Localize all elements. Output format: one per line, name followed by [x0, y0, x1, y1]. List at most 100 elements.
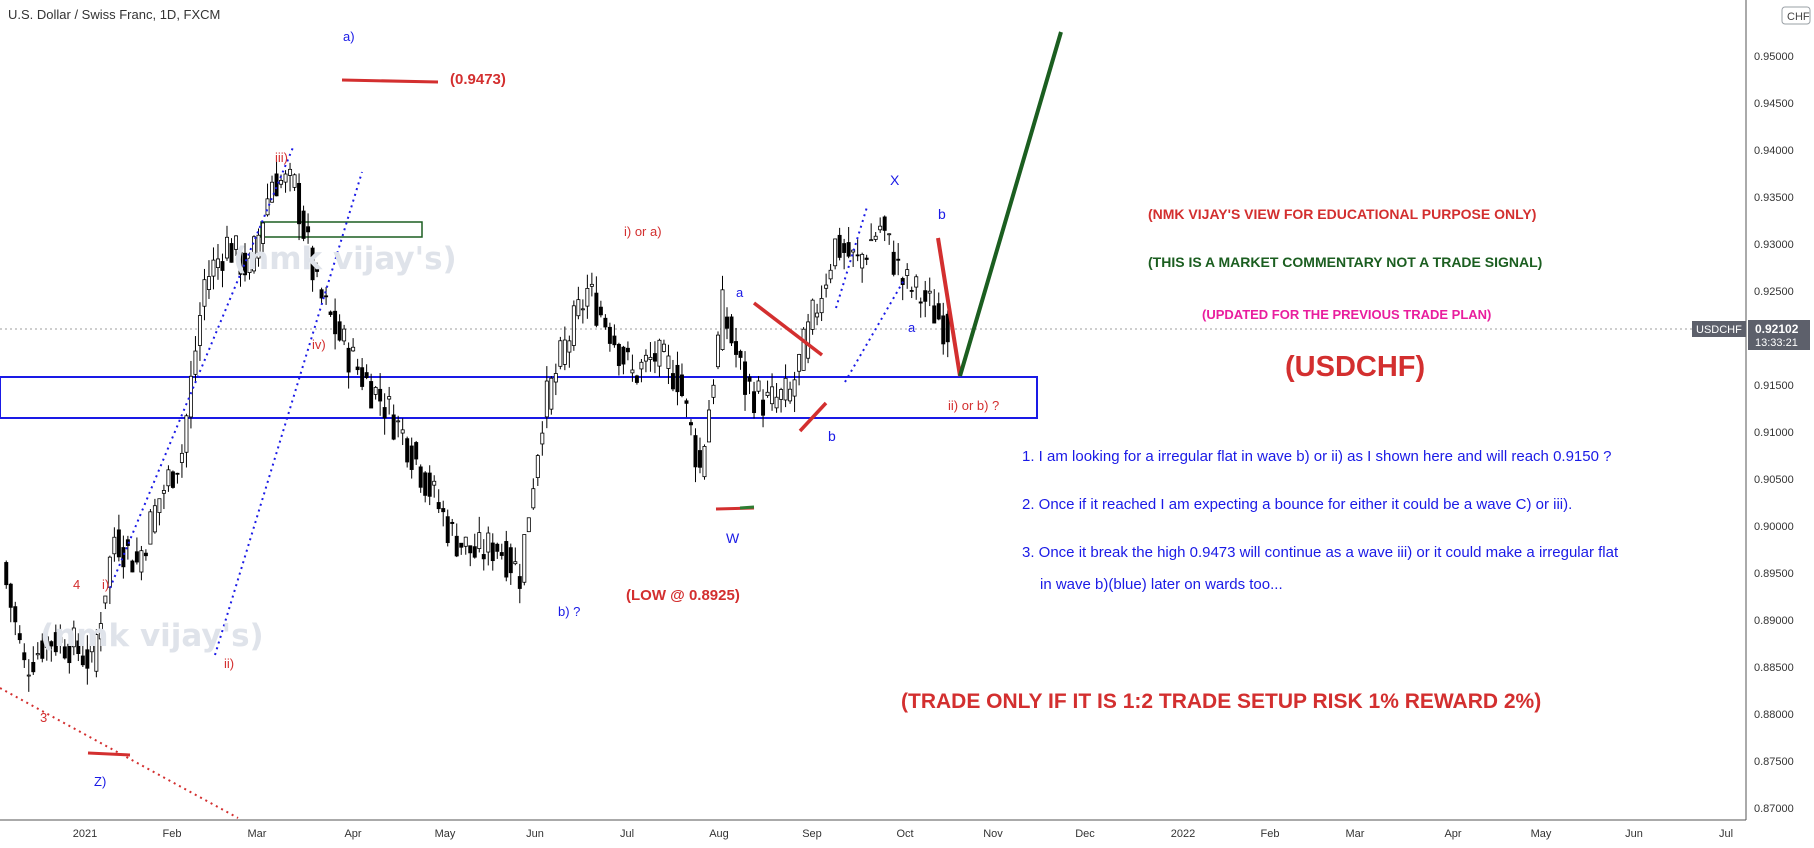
wedge-lower-line	[798, 401, 828, 433]
candle-body	[598, 306, 603, 316]
candle-body	[770, 386, 775, 405]
candle-body	[941, 315, 946, 345]
wave-label: 4	[73, 577, 80, 592]
time-tick-label: Feb	[163, 828, 182, 840]
candle-body	[788, 388, 793, 402]
plan-point-3: 3. Once it break the high 0.9473 will co…	[1022, 544, 1619, 561]
wedge-upper-line	[752, 301, 824, 357]
candle-body	[26, 674, 31, 677]
candle-body	[932, 305, 937, 324]
candle-body	[463, 536, 468, 547]
candle-body	[486, 532, 491, 553]
candle-body	[774, 396, 779, 409]
candle-body	[855, 254, 860, 257]
candle-body	[382, 407, 387, 419]
candle-body	[936, 303, 941, 320]
candle-body	[53, 632, 58, 653]
candle-body	[76, 640, 81, 655]
resistance-zone-box[interactable]	[260, 221, 423, 238]
support-zone-box[interactable]	[0, 376, 1038, 419]
time-tick-label: Aug	[709, 828, 729, 840]
candle-body	[535, 455, 540, 479]
candle-body	[661, 343, 666, 352]
wave-label: a	[908, 320, 916, 335]
candle-body	[702, 445, 707, 478]
watermark-text: (nmk vijay's)	[233, 241, 457, 277]
price-tick-label: 0.94500	[1754, 98, 1794, 110]
currency-badge[interactable]	[1781, 6, 1811, 25]
candle-body	[324, 295, 329, 298]
candle-body	[193, 350, 198, 375]
candle-body	[243, 252, 247, 276]
candle-body	[40, 640, 45, 659]
candle-body	[585, 288, 590, 307]
candle-body	[211, 259, 216, 277]
candle-body	[351, 346, 356, 352]
candle-body	[684, 400, 689, 404]
price-tick-label: 0.91500	[1754, 380, 1794, 392]
candle-body	[639, 361, 644, 370]
price-tick-label: 0.88000	[1754, 709, 1794, 721]
candle-body	[58, 636, 63, 643]
candle-body	[747, 376, 752, 382]
candle-body	[657, 339, 662, 367]
candle-body	[152, 505, 157, 533]
candle-body	[729, 316, 734, 344]
candle-body	[517, 576, 522, 589]
time-axis: 2021 Feb Mar Apr May Jun Jul Aug Sep Oct Nov Dec 202…	[73, 828, 1733, 840]
candle-body	[297, 182, 302, 225]
candle-body	[549, 377, 554, 410]
candle-body	[130, 560, 135, 573]
candle-body	[846, 242, 851, 257]
candle-body	[864, 257, 869, 260]
candle-body	[819, 298, 824, 314]
candle-body	[139, 550, 144, 573]
price-tick-label: 0.87500	[1754, 756, 1794, 768]
price-tick-label: 0.90000	[1754, 521, 1794, 533]
candle-body	[369, 381, 374, 409]
candle-body	[454, 535, 459, 557]
candle-body	[679, 374, 684, 397]
candle-body	[495, 543, 500, 552]
candle-body	[738, 350, 743, 358]
candle-body	[409, 445, 414, 470]
candle-body	[175, 472, 180, 475]
projection-down-leg	[936, 237, 962, 377]
candle-body	[121, 547, 126, 568]
candle-body	[22, 652, 27, 661]
candle-body	[842, 243, 847, 253]
wave-label: iv)	[312, 337, 326, 352]
candle-body	[166, 469, 171, 487]
time-tick-label: 2022	[1171, 828, 1195, 840]
candle-body	[945, 313, 950, 343]
candle-body	[522, 534, 527, 583]
price-tick-label: 0.93000	[1754, 239, 1794, 251]
candle-body	[815, 312, 820, 318]
candle-body	[346, 347, 351, 373]
candle-body	[35, 653, 40, 656]
candle-body	[792, 379, 797, 397]
candle-body	[225, 236, 229, 259]
price-tick-label: 0.95000	[1754, 51, 1794, 63]
candle-body	[603, 317, 608, 328]
candle-body	[270, 181, 275, 203]
price-tick-label: 0.94000	[1754, 145, 1794, 157]
time-tick-label: Apr	[344, 828, 361, 840]
candle-body	[256, 234, 261, 259]
candle-body	[418, 466, 423, 488]
candle-body	[666, 355, 671, 369]
candle-body	[783, 377, 788, 401]
candle-body	[526, 517, 531, 533]
candle-body	[342, 328, 347, 342]
level-label-low: (LOW @ 0.8925)	[626, 587, 740, 604]
candle-body	[202, 279, 207, 307]
candle-body	[616, 343, 621, 366]
candle-body	[98, 623, 103, 640]
candle-body	[553, 373, 558, 383]
price-tick-label: 0.91000	[1754, 427, 1794, 439]
candle-body	[828, 269, 833, 280]
candle-body	[459, 542, 464, 548]
candle-body	[116, 529, 121, 558]
candle-body	[283, 173, 288, 183]
